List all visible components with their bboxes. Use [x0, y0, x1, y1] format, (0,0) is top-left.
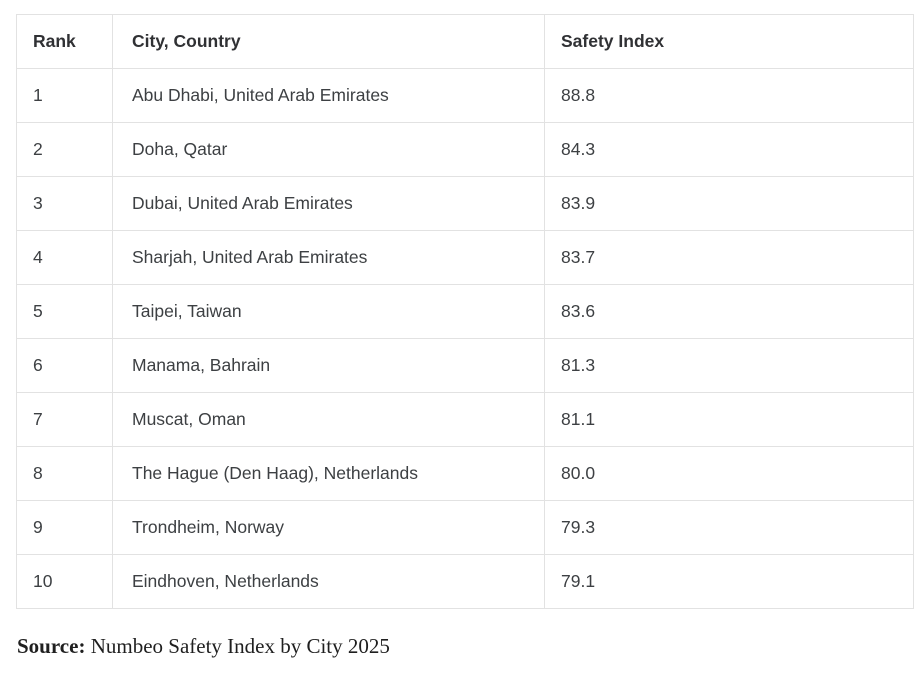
table-row: 9 Trondheim, Norway 79.3 [16, 500, 914, 555]
cell-safety-index: 84.3 [544, 122, 914, 177]
table-row: 10 Eindhoven, Netherlands 79.1 [16, 554, 914, 609]
cell-safety-index: 83.7 [544, 230, 914, 285]
cell-safety-index: 81.1 [544, 392, 914, 447]
cell-city-country: Taipei, Taiwan [112, 284, 545, 339]
cell-rank: 4 [16, 230, 113, 285]
source-line: Source: Numbeo Safety Index by City 2025 [17, 634, 913, 659]
source-text: Numbeo Safety Index by City 2025 [85, 634, 390, 658]
cell-rank: 2 [16, 122, 113, 177]
cell-rank: 7 [16, 392, 113, 447]
cell-rank: 1 [16, 68, 113, 123]
cell-city-country: Abu Dhabi, United Arab Emirates [112, 68, 545, 123]
cell-city-country: Sharjah, United Arab Emirates [112, 230, 545, 285]
cell-city-country: The Hague (Den Haag), Netherlands [112, 446, 545, 501]
table-row: 1 Abu Dhabi, United Arab Emirates 88.8 [16, 68, 914, 123]
cell-city-country: Trondheim, Norway [112, 500, 545, 555]
cell-safety-index: 83.9 [544, 176, 914, 231]
cell-rank: 9 [16, 500, 113, 555]
cell-safety-index: 79.3 [544, 500, 914, 555]
cell-city-country: Manama, Bahrain [112, 338, 545, 393]
cell-city-country: Doha, Qatar [112, 122, 545, 177]
cell-safety-index: 83.6 [544, 284, 914, 339]
table-header-row: Rank City, Country Safety Index [16, 14, 914, 69]
table-row: 8 The Hague (Den Haag), Netherlands 80.0 [16, 446, 914, 501]
header-safety-index: Safety Index [544, 14, 914, 69]
source-label: Source: [17, 634, 86, 658]
cell-city-country: Muscat, Oman [112, 392, 545, 447]
header-rank: Rank [16, 14, 113, 69]
page: Rank City, Country Safety Index 1 Abu Dha… [16, 14, 914, 659]
table-row: 7 Muscat, Oman 81.1 [16, 392, 914, 447]
table-body: 1 Abu Dhabi, United Arab Emirates 88.8 2 Doh… [16, 68, 914, 609]
table-row: 2 Doha, Qatar 84.3 [16, 122, 914, 177]
table-row: 6 Manama, Bahrain 81.3 [16, 338, 914, 393]
cell-rank: 10 [16, 554, 113, 609]
table-row: 3 Dubai, United Arab Emirates 83.9 [16, 176, 914, 231]
cell-city-country: Dubai, United Arab Emirates [112, 176, 545, 231]
cell-city-country: Eindhoven, Netherlands [112, 554, 545, 609]
cell-safety-index: 79.1 [544, 554, 914, 609]
safety-index-table: Rank City, Country Safety Index 1 Abu Dha… [16, 14, 914, 609]
cell-safety-index: 81.3 [544, 338, 914, 393]
cell-safety-index: 80.0 [544, 446, 914, 501]
table-row: 5 Taipei, Taiwan 83.6 [16, 284, 914, 339]
cell-rank: 5 [16, 284, 113, 339]
table-row: 4 Sharjah, United Arab Emirates 83.7 [16, 230, 914, 285]
header-city-country: City, Country [112, 14, 545, 69]
cell-rank: 3 [16, 176, 113, 231]
cell-safety-index: 88.8 [544, 68, 914, 123]
cell-rank: 6 [16, 338, 113, 393]
cell-rank: 8 [16, 446, 113, 501]
